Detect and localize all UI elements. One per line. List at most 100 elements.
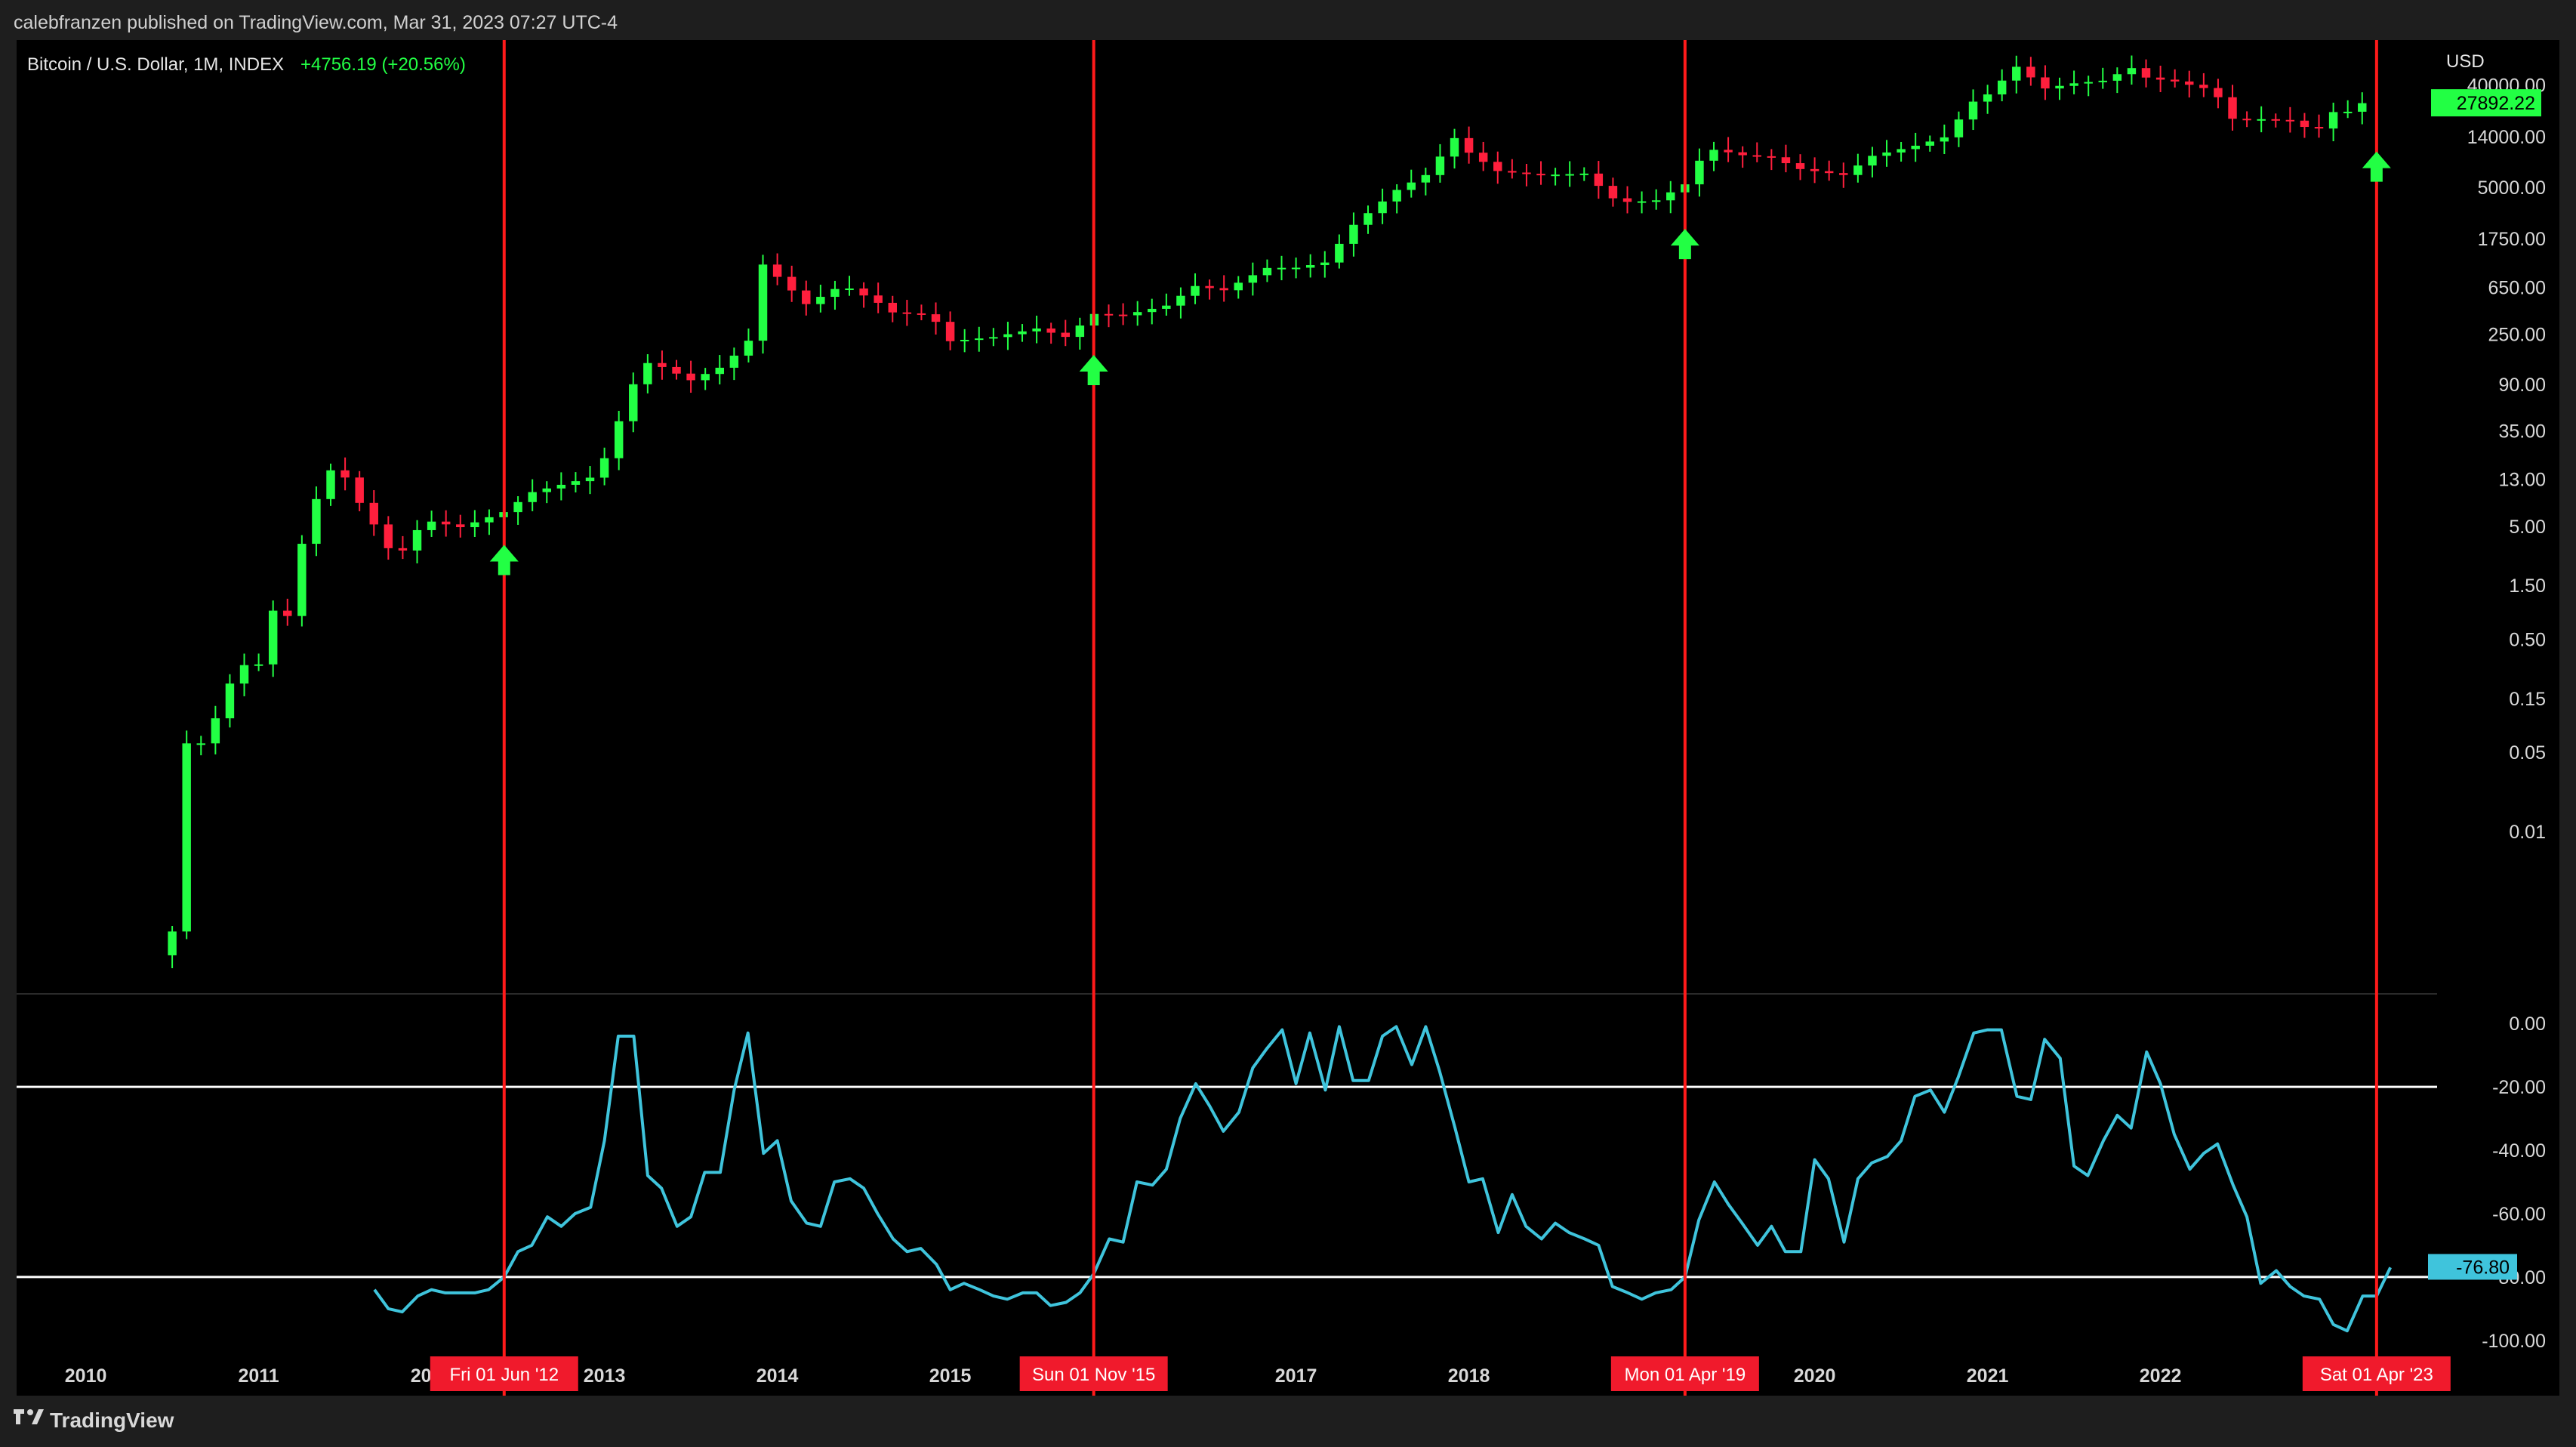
last-osc-badge <box>2428 1254 2517 1280</box>
candle <box>1579 167 1588 181</box>
last-price-badge <box>2431 89 2541 117</box>
candle-body <box>182 743 191 932</box>
candle <box>268 600 278 677</box>
candle <box>614 410 624 471</box>
candle <box>542 481 551 504</box>
candle <box>1839 162 1848 188</box>
candle <box>1824 160 1834 181</box>
candle <box>1637 191 1647 214</box>
candle-body <box>542 488 551 492</box>
candle-body <box>686 373 695 381</box>
candle <box>1478 141 1488 171</box>
candle <box>1536 161 1545 185</box>
candle-body <box>2041 77 2050 89</box>
candlestick-series <box>168 55 2367 969</box>
year-tick-label: 2015 <box>929 1365 972 1387</box>
candle <box>845 276 854 296</box>
candle <box>1997 69 2007 102</box>
candle <box>686 360 695 393</box>
candle-body <box>1940 137 1949 142</box>
candle-body <box>1839 173 1848 175</box>
oscillator-line <box>373 1025 2393 1333</box>
candle <box>1868 147 1877 177</box>
candle-body <box>1579 173 1588 175</box>
candle <box>1277 255 1286 281</box>
candle-body <box>2271 119 2280 121</box>
candle <box>1104 304 1114 328</box>
candle-body <box>556 484 566 489</box>
candle <box>513 496 522 525</box>
candle-body <box>427 521 436 530</box>
candle-body <box>1810 168 1820 171</box>
candle <box>1954 111 1964 147</box>
candle-body <box>1882 152 1891 156</box>
candle-body <box>1954 119 1964 137</box>
candle-body <box>1622 198 1632 202</box>
candle <box>931 302 941 335</box>
candle <box>816 284 825 313</box>
candle <box>225 674 235 728</box>
candle <box>2026 57 2035 86</box>
candle-body <box>1824 171 1834 174</box>
candle-body <box>254 664 263 666</box>
candle <box>1738 146 1747 168</box>
signal-date-badge <box>1610 1356 1759 1391</box>
candle-body <box>239 665 249 684</box>
candle-body <box>1508 171 1517 173</box>
candle <box>1061 319 1070 347</box>
candle <box>239 653 249 696</box>
candle <box>1882 140 1891 167</box>
signal-date-label: Fri 01 Jun '12 <box>449 1365 559 1385</box>
tradingview-logo[interactable]: TradingView <box>14 1408 174 1432</box>
candle-body <box>614 421 624 458</box>
candle <box>1262 259 1272 282</box>
candle-body <box>744 341 753 356</box>
price-axis[interactable]: 40000.0014000.005000.001750.00650.00250.… <box>2428 76 2546 1352</box>
year-tick-label: 2014 <box>756 1365 799 1387</box>
candle-body <box>2199 85 2208 88</box>
candle-body <box>1378 201 1387 214</box>
candle-body <box>1868 156 1877 166</box>
candle <box>2328 102 2338 142</box>
candle <box>1810 157 1820 184</box>
candle <box>1118 303 1128 325</box>
candle <box>672 359 681 380</box>
candle-body <box>340 470 350 478</box>
candle-body <box>874 295 883 303</box>
candle-body <box>787 276 797 291</box>
candle-body <box>1594 173 1604 187</box>
candle <box>297 535 307 627</box>
candle <box>470 510 479 538</box>
candle <box>1724 137 1733 162</box>
candle <box>1407 169 1416 198</box>
price-tick-label: 13.00 <box>2498 470 2546 491</box>
candle-body <box>297 544 307 616</box>
candle-body <box>2026 66 2035 78</box>
candle <box>2199 73 2208 97</box>
candle <box>772 253 782 285</box>
candle <box>312 486 321 557</box>
candle-body <box>802 290 811 304</box>
up-arrow-icon <box>1079 354 1108 385</box>
candle-body <box>1522 172 1531 174</box>
candle-body <box>268 610 278 665</box>
candle-body <box>960 339 969 341</box>
candle <box>1032 315 1041 344</box>
symbol-legend[interactable]: Bitcoin / U.S. Dollar, 1M, INDEX <box>27 54 284 75</box>
candle <box>254 653 263 671</box>
candle-body <box>2127 68 2137 75</box>
candle <box>355 471 364 511</box>
candle <box>2214 79 2223 109</box>
candle <box>1162 293 1171 316</box>
candle <box>1651 189 1661 210</box>
price-tick-label: 5000.00 <box>2478 177 2546 199</box>
candle <box>1608 177 1618 207</box>
candle <box>1305 254 1315 278</box>
candle <box>1291 258 1301 279</box>
candle <box>182 730 191 939</box>
candle <box>1709 141 1718 171</box>
candle <box>1767 149 1776 171</box>
candle-body <box>888 302 897 313</box>
price-tick-label: 14000.00 <box>2467 127 2546 148</box>
